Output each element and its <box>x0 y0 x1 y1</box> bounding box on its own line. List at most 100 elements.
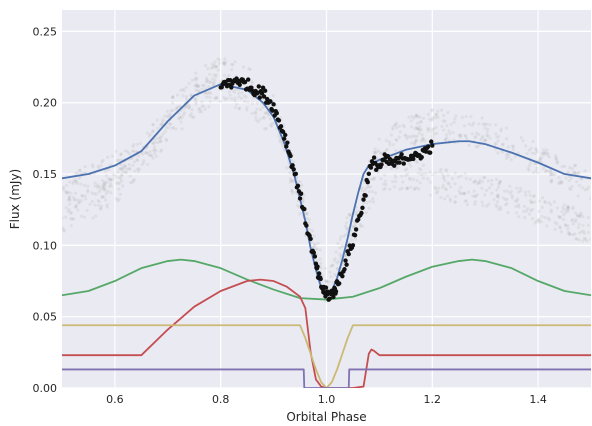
background-point-1390 <box>510 193 514 198</box>
background-point-1147 <box>285 166 289 170</box>
background-point-716 <box>440 172 445 176</box>
background-point-141 <box>398 130 402 134</box>
background-point-63 <box>402 125 406 129</box>
background-point-18 <box>575 180 579 184</box>
background-point-807 <box>453 171 458 175</box>
background-point-819 <box>495 205 499 209</box>
background-point-607 <box>389 133 393 137</box>
background-point-1250 <box>107 184 112 188</box>
background-point-52 <box>106 176 110 181</box>
background-point-894 <box>552 200 556 204</box>
series-line-4 <box>62 368 591 388</box>
x-tick-label-1: 0.8 <box>212 393 230 406</box>
background-point-233 <box>452 120 456 125</box>
background-point-627 <box>404 134 408 138</box>
background-point-162 <box>580 177 584 181</box>
background-point-919 <box>502 189 507 193</box>
background-point-1068 <box>459 174 463 178</box>
background-point-1271 <box>240 96 244 101</box>
background-point-995 <box>67 208 71 212</box>
background-point-494 <box>401 123 405 127</box>
background-point-1123 <box>100 195 104 200</box>
background-point-386 <box>454 114 458 118</box>
background-point-1210 <box>371 177 375 181</box>
background-point-225 <box>135 142 140 146</box>
background-point-2 <box>419 120 424 124</box>
background-point-1155 <box>383 186 387 190</box>
background-point-192 <box>175 106 179 110</box>
background-point-1373 <box>198 107 202 111</box>
background-point-395 <box>510 144 515 148</box>
background-point-11 <box>447 129 451 133</box>
background-point-279 <box>148 149 152 154</box>
background-point-991 <box>160 134 164 138</box>
background-point-769 <box>192 115 196 119</box>
background-point-447 <box>533 151 537 155</box>
background-point-1275 <box>301 196 305 201</box>
background-point-339 <box>449 122 453 126</box>
background-point-1107 <box>168 112 172 116</box>
background-point-596 <box>333 272 337 276</box>
background-point-651 <box>443 137 448 141</box>
background-point-350 <box>62 187 65 191</box>
background-point-1298 <box>99 207 103 211</box>
background-point-570 <box>494 141 498 145</box>
background-point-1039 <box>332 259 336 263</box>
background-point-1073 <box>96 183 100 187</box>
background-point-847 <box>194 100 198 104</box>
background-point-16 <box>144 150 148 155</box>
background-point-51 <box>106 155 110 159</box>
background-point-294 <box>151 129 156 133</box>
background-point-0 <box>406 135 411 139</box>
data-point-99 <box>318 276 323 282</box>
background-point-542 <box>525 151 529 156</box>
background-point-590 <box>422 137 426 141</box>
background-point-1169 <box>571 205 575 209</box>
background-point-512 <box>397 124 402 128</box>
background-point-445 <box>181 87 185 92</box>
background-point-1276 <box>522 209 526 214</box>
background-point-1279 <box>194 102 198 106</box>
background-point-226 <box>149 153 153 157</box>
data-point-89 <box>312 254 318 259</box>
background-point-674 <box>560 181 564 185</box>
background-point-885 <box>223 97 227 102</box>
background-point-543 <box>474 134 478 138</box>
background-point-533 <box>420 138 425 142</box>
background-point-147 <box>184 105 188 109</box>
background-point-1249 <box>229 97 234 101</box>
background-point-323 <box>117 158 121 163</box>
background-point-713 <box>69 217 73 221</box>
background-point-1017 <box>448 197 452 201</box>
background-point-295 <box>307 221 311 225</box>
background-point-1025 <box>576 213 580 217</box>
background-point-1233 <box>487 202 491 206</box>
background-point-530 <box>413 140 418 144</box>
background-point-321 <box>549 179 553 183</box>
background-point-989 <box>436 189 440 194</box>
background-point-1221 <box>565 208 570 212</box>
background-point-1163 <box>577 238 581 242</box>
data-point-210 <box>419 154 424 160</box>
background-point-960 <box>363 190 367 194</box>
background-point-1060 <box>428 170 432 174</box>
background-point-1171 <box>505 201 509 206</box>
background-point-643 <box>190 78 194 82</box>
background-point-406 <box>564 176 568 180</box>
background-point-191 <box>494 132 498 136</box>
background-point-335 <box>101 183 105 187</box>
background-point-809 <box>233 105 238 110</box>
background-point-642 <box>504 126 509 130</box>
background-point-126 <box>231 63 235 67</box>
background-point-913 <box>497 208 501 212</box>
background-point-696 <box>418 120 422 124</box>
background-point-33 <box>281 145 285 149</box>
background-point-1243 <box>480 186 484 190</box>
background-point-934 <box>575 214 579 218</box>
background-point-122 <box>338 237 342 242</box>
background-point-594 <box>484 138 488 142</box>
background-point-615 <box>500 143 505 147</box>
background-point-356 <box>267 113 271 117</box>
background-point-701 <box>478 181 482 185</box>
background-point-329 <box>548 173 553 177</box>
